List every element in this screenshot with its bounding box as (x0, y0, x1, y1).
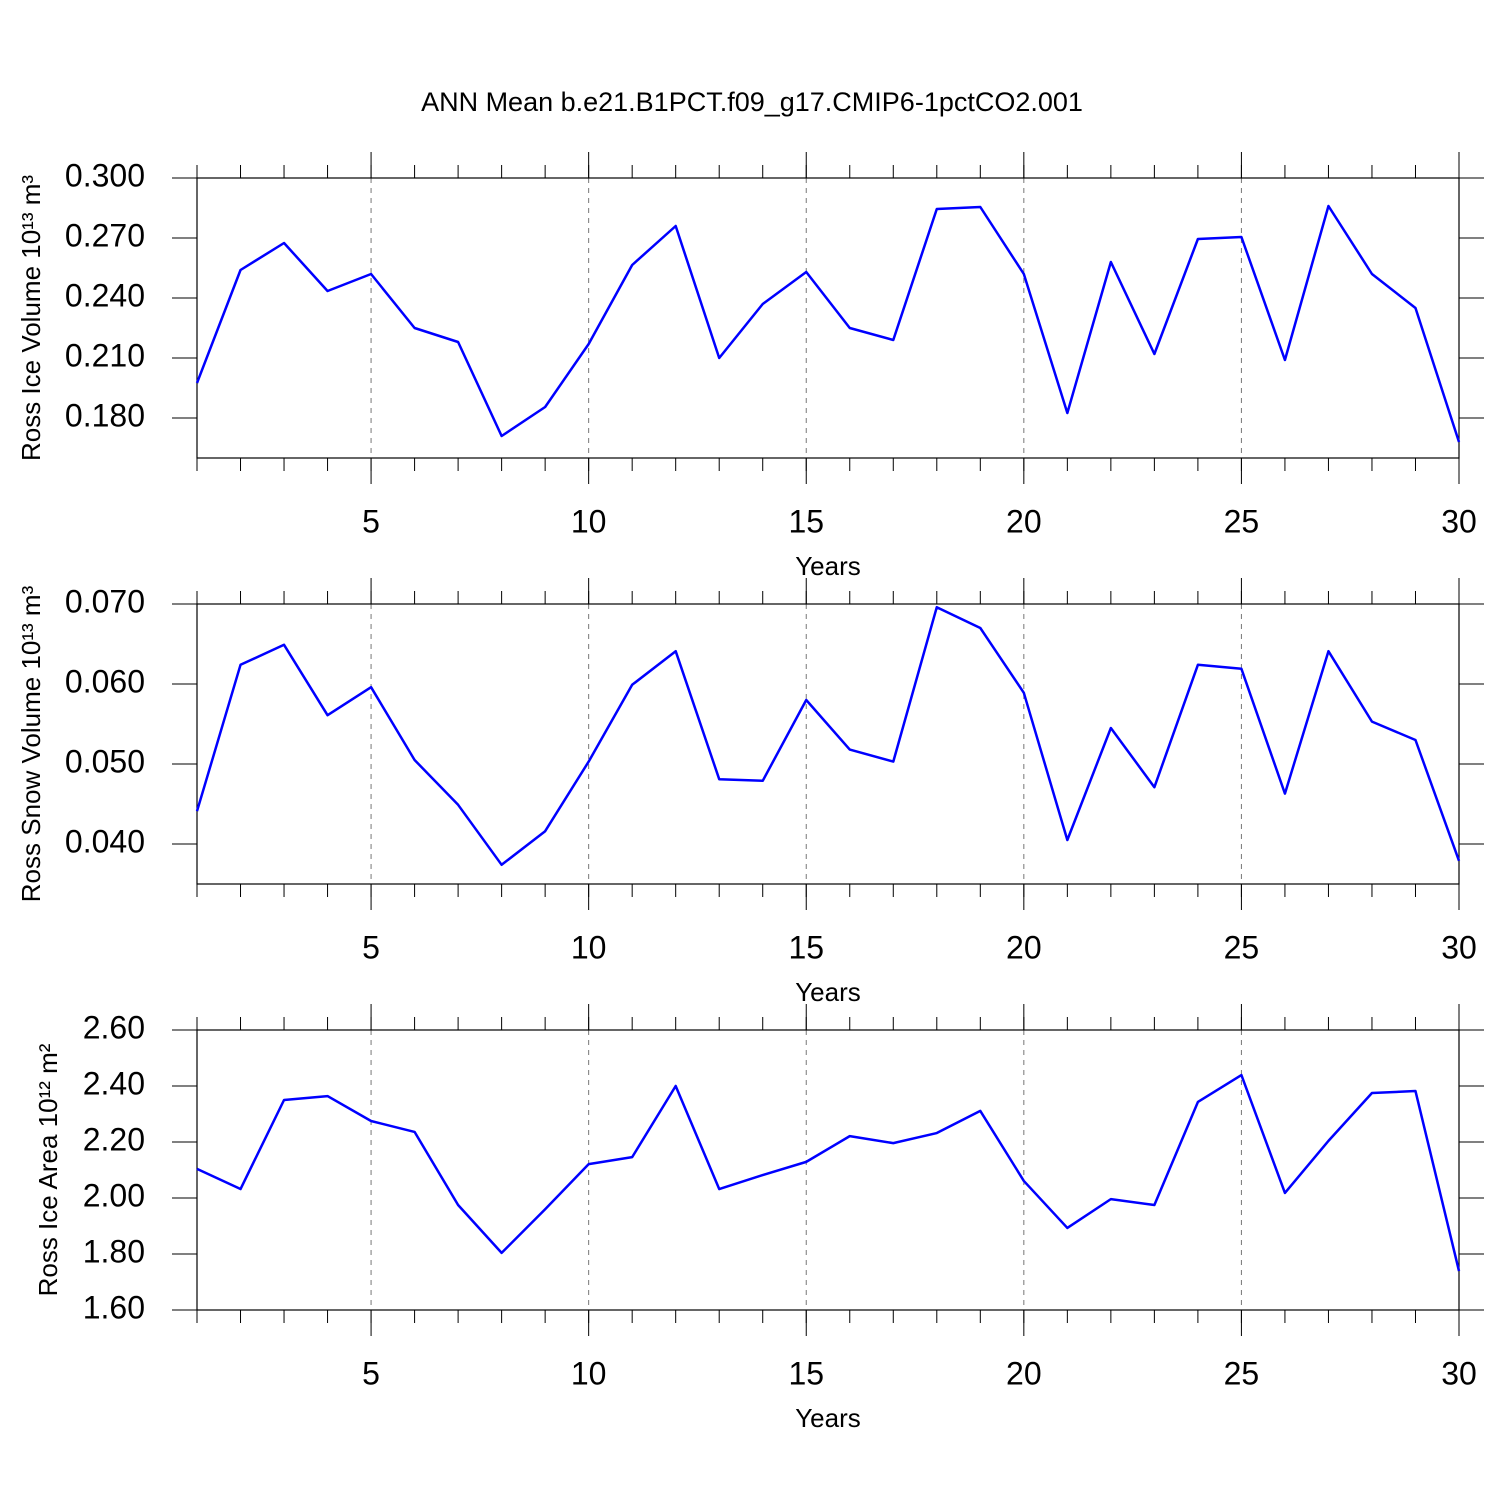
plot-frame (196, 1029, 1460, 1311)
x-tick-label: 5 (362, 1355, 380, 1391)
y-tick-label: 1.80 (83, 1233, 145, 1269)
x-tick-label: 15 (788, 1355, 824, 1391)
x-tick-label: 15 (788, 929, 824, 965)
y-tick-label: 2.00 (83, 1177, 145, 1213)
panel: 5 10 15 20 25 30 1.60 1.80 2.00 2.20 2.40 2.60 Years… (33, 1004, 1484, 1433)
y-tick-label: 0.270 (65, 217, 145, 253)
y-axis-label: Ross Ice Area 10¹² m² (33, 1043, 63, 1296)
x-tick-label: 25 (1224, 929, 1260, 965)
x-tick-label: 20 (1006, 929, 1042, 965)
x-tick-label: 30 (1441, 1355, 1477, 1391)
y-tick-label: 0.070 (65, 583, 145, 619)
y-tick-label: 2.60 (83, 1009, 145, 1045)
x-axis-label: Years (795, 551, 861, 581)
y-tick-label: 2.40 (83, 1065, 145, 1101)
y-tick-label: 0.040 (65, 823, 145, 859)
x-tick-label: 25 (1224, 503, 1260, 539)
y-tick-label: 0.050 (65, 743, 145, 779)
y-tick-label: 2.20 (83, 1121, 145, 1157)
y-tick-label: 0.300 (65, 157, 145, 193)
x-tick-label: 20 (1006, 503, 1042, 539)
y-axis-label: Ross Ice Volume 10¹³ m³ (16, 175, 46, 461)
x-tick-label: 10 (571, 929, 607, 965)
data-line (195, 204, 1461, 443)
x-tick-label: 30 (1441, 929, 1477, 965)
data-line (195, 605, 1461, 867)
x-tick-label: 10 (571, 1355, 607, 1391)
x-tick-label: 10 (571, 503, 607, 539)
x-tick-label: 30 (1441, 503, 1477, 539)
x-tick-label: 25 (1224, 1355, 1260, 1391)
plot-frame (196, 603, 1460, 885)
x-tick-label: 5 (362, 929, 380, 965)
x-tick-label: 5 (362, 503, 380, 539)
panel: 5 10 15 20 25 30 0.040 0.050 0.060 0.070 Years Ross… (16, 578, 1484, 1007)
panel: 5 10 15 20 25 30 0.180 0.210 0.240 0.270 0.300 Year… (16, 152, 1484, 581)
figure-title: ANN Mean b.e21.B1PCT.f09_g17.CMIP6-1pctC… (421, 87, 1083, 117)
x-axis-label: Years (795, 977, 861, 1007)
y-tick-label: 0.240 (65, 277, 145, 313)
y-tick-label: 1.60 (83, 1289, 145, 1325)
y-tick-label: 0.210 (65, 337, 145, 373)
plot-frame (196, 177, 1460, 459)
x-axis-label: Years (795, 1403, 861, 1433)
y-tick-label: 0.060 (65, 663, 145, 699)
y-tick-label: 0.180 (65, 397, 145, 433)
x-tick-label: 15 (788, 503, 824, 539)
x-tick-label: 20 (1006, 1355, 1042, 1391)
y-axis-label: Ross Snow Volume 10¹³ m³ (16, 585, 46, 902)
data-line (196, 1073, 1461, 1272)
